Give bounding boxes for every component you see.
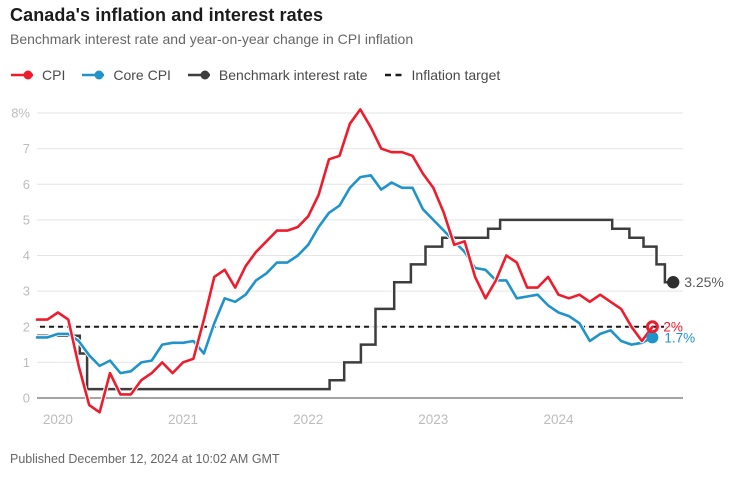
legend-label-cpi: CPI <box>42 67 66 83</box>
benchmark-rate-line-casing <box>37 217 674 392</box>
chart-title: Canada's inflation and interest rates <box>10 5 324 25</box>
legend: CPI Core CPI Benchmark interest rate Inf… <box>10 67 500 83</box>
cpi-end-label: 2% <box>663 319 683 334</box>
benchmark-rate-end-dot <box>667 276 680 289</box>
core-cpi-end-label: 1.7% <box>664 330 695 345</box>
benchmark-rate-line <box>37 218 674 391</box>
svg-text:2020: 2020 <box>43 412 73 427</box>
inflation-target-dashes-icon <box>384 73 405 77</box>
legend-item-benchmark-rate: Benchmark interest rate <box>187 67 368 83</box>
legend-item-inflation-target: Inflation target <box>384 67 501 83</box>
core-cpi-line-dot-icon <box>82 70 105 80</box>
svg-text:2021: 2021 <box>168 412 198 427</box>
chart-subtitle: Benchmark interest rate and year-on-year… <box>10 31 414 47</box>
x-axis-labels: 2020 2021 2022 2023 2024 <box>43 412 574 427</box>
svg-text:7: 7 <box>23 141 30 156</box>
svg-text:2: 2 <box>23 319 30 334</box>
cpi-line-dot-icon <box>11 70 33 80</box>
svg-text:8%: 8% <box>11 106 30 121</box>
core-cpi-line <box>35 174 654 375</box>
legend-label-benchmark-rate: Benchmark interest rate <box>218 67 368 83</box>
svg-text:1: 1 <box>23 355 30 370</box>
core-cpi-end-dot <box>646 331 659 344</box>
svg-text:2022: 2022 <box>293 412 323 427</box>
svg-text:6: 6 <box>23 177 30 192</box>
svg-text:3: 3 <box>23 284 30 299</box>
legend-label-core-cpi: Core CPI <box>113 67 171 83</box>
published-timestamp: Published December 12, 2024 at 10:02 AM … <box>10 452 280 466</box>
svg-text:5: 5 <box>23 212 30 227</box>
benchmark-rate-line-dot-icon <box>187 70 210 80</box>
legend-item-core-cpi: Core CPI <box>81 67 171 83</box>
legend-item-cpi: CPI <box>10 67 65 83</box>
chart-canvas: 8% 7 6 5 4 3 2 1 0 2020 2021 2022 2023 2024 3.25% 2%1.7… <box>11 106 724 428</box>
cpi-line <box>35 108 654 414</box>
benchmark-rate-end-label: 3.25% <box>684 274 724 290</box>
svg-text:4: 4 <box>23 248 30 263</box>
gridlines <box>37 112 683 363</box>
cpi-end-ring <box>645 320 659 334</box>
svg-text:2023: 2023 <box>418 412 448 427</box>
svg-text:2024: 2024 <box>543 412 574 427</box>
legend-label-inflation-target: Inflation target <box>411 67 501 83</box>
y-axis-labels: 8% 7 6 5 4 3 2 1 0 <box>11 106 30 406</box>
core-cpi-line-casing <box>37 173 654 376</box>
svg-text:0: 0 <box>23 391 30 406</box>
